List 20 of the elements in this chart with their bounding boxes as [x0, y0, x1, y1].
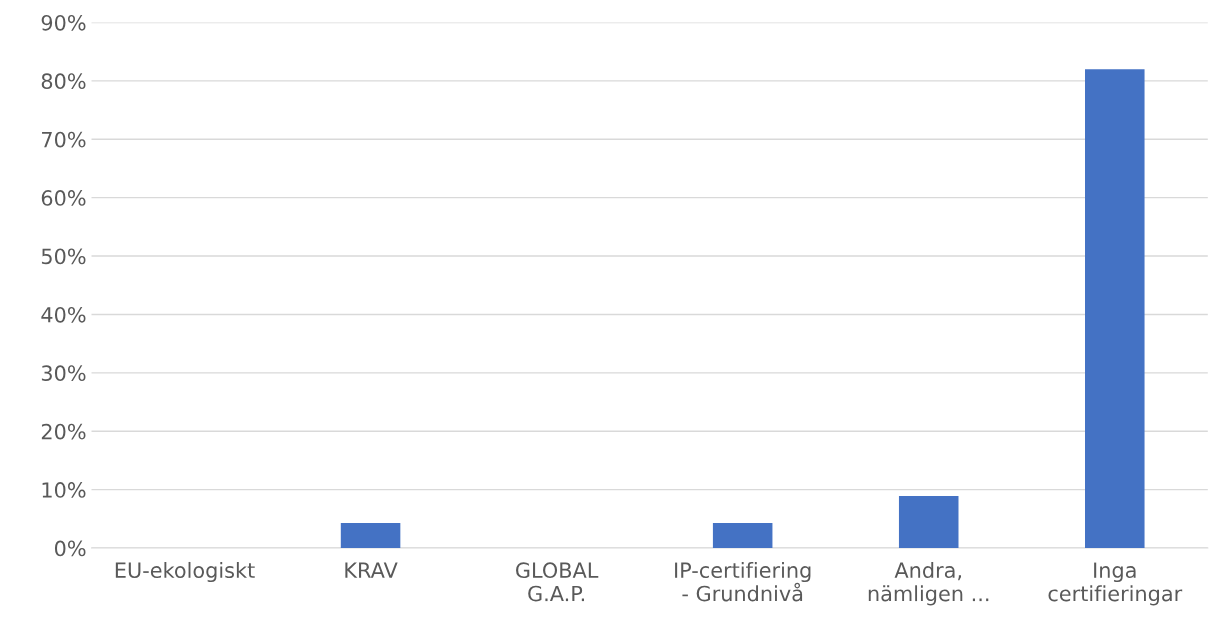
bar — [1085, 69, 1145, 549]
x-tick-label: GLOBAL G.A.P. — [516, 562, 599, 602]
x-tick-label: IP-certifiering - Grundnivå — [675, 561, 811, 602]
y-tick-label: 40% — [41, 306, 86, 323]
x-tick-label: KRAV — [345, 562, 398, 578]
bar — [340, 522, 401, 549]
bar — [898, 496, 959, 549]
y-tick-label: 90% — [41, 14, 86, 31]
y-tick-label: 0% — [54, 540, 86, 557]
x-tick-label: Inga certifieringar — [1048, 562, 1183, 606]
y-tick-label: 30% — [41, 365, 86, 382]
y-tick-label: 10% — [42, 482, 86, 498]
x-tick-label: Andra, nämligen ... — [868, 561, 989, 606]
y-tick-label: 20% — [41, 423, 86, 440]
bar — [712, 522, 773, 549]
y-tick-label: 60% — [41, 190, 86, 206]
y-tick-label: 50% — [41, 248, 86, 265]
y-tick-label: 80% — [41, 73, 86, 90]
x-tick-label: EU-ekologiskt — [115, 561, 255, 583]
y-tick-label: 70% — [42, 131, 86, 148]
